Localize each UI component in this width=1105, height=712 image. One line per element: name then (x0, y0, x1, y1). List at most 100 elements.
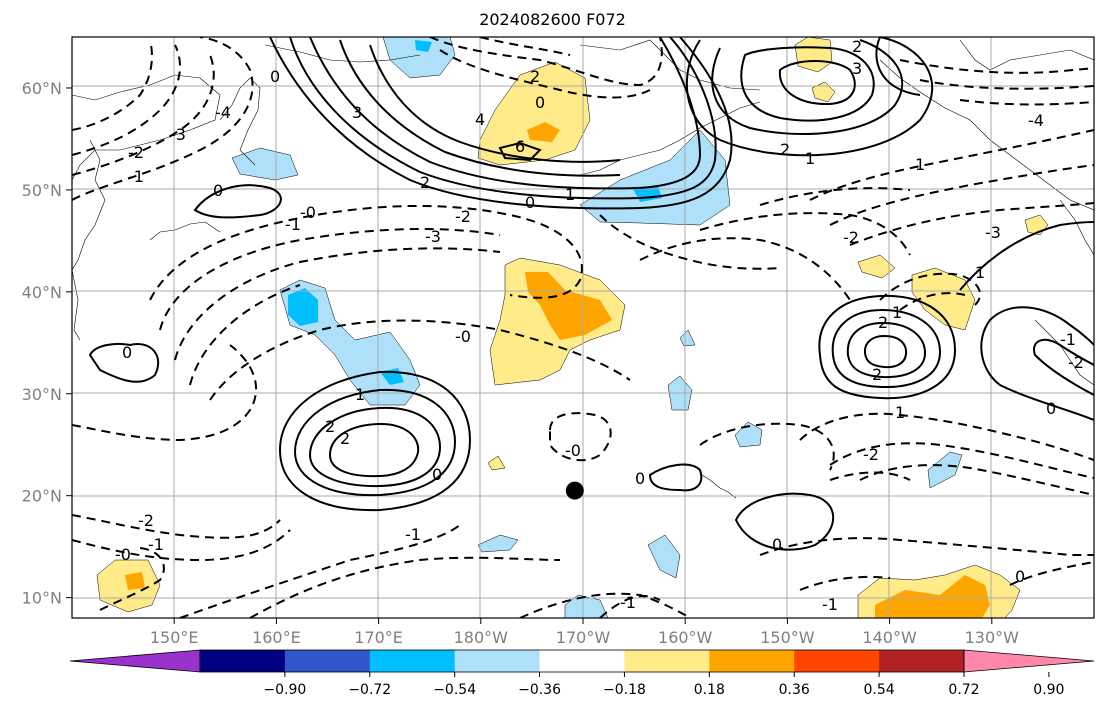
contour-label: -0 (300, 203, 316, 222)
lat-label: 50°N (22, 181, 62, 200)
contour-label: 0 (432, 465, 442, 484)
contour-label: -2 (1068, 353, 1084, 372)
colorbar-tick-label: −0.90 (263, 682, 306, 698)
contour-label: 0 (1015, 567, 1025, 586)
contour-label: 1 (975, 263, 985, 282)
contour-label: 2 (325, 417, 335, 436)
contour-label: -2 (863, 445, 879, 464)
contour-label: 2 (852, 37, 862, 56)
solid-contours (88, 37, 1094, 551)
contour-label: -2 (455, 207, 471, 226)
contour-label: 2 (872, 365, 882, 384)
lat-label: 40°N (22, 283, 62, 302)
colorbar-bin (200, 650, 286, 672)
contour-label: 0 (213, 181, 223, 200)
contour-label: -1 (285, 215, 301, 234)
contour-label: 1 (355, 385, 365, 404)
lon-label: 160°W (658, 628, 713, 647)
map-title: 2024082600 F072 (479, 10, 626, 29)
contour-label: 4 (475, 110, 485, 129)
colorbar-bin (369, 650, 456, 672)
contour-label: 2 (878, 313, 888, 332)
contour-label: 3 (852, 59, 862, 78)
lon-label: 170°E (354, 628, 403, 647)
axis-ticks (66, 87, 993, 624)
contour-label: -1 (822, 595, 838, 614)
colorbar-tick-label: 0.36 (779, 682, 810, 698)
contour-label: 2 (780, 140, 790, 159)
contour-label: 1 (915, 155, 925, 174)
colorbar-tick-label: 0.54 (864, 682, 895, 698)
colorbar-bin (709, 650, 795, 672)
colorbar: −0.90 −0.72 −0.54 −0.36 −0.18 0.18 0.36 0.54 0.7… (69, 649, 1095, 698)
map-plot-area: 0 -4 -3 -2 -1 0 -1 -0 -2 -3 3 2 4 6 0 2 … (72, 37, 1094, 618)
lat-label: 60°N (22, 79, 62, 98)
lat-label: 10°N (22, 589, 62, 608)
contour-label: 0 (772, 535, 782, 554)
contour-label: -1 (148, 535, 164, 554)
colorbar-tick-label: 0.90 (1033, 682, 1064, 698)
lat-label: 20°N (22, 487, 62, 506)
lon-label: 130°W (965, 628, 1020, 647)
lon-label: 160°E (252, 628, 301, 647)
contour-label: 0 (1046, 399, 1056, 418)
contour-labels: 0 -4 -3 -2 -1 0 -1 -0 -2 -3 3 2 4 6 0 2 … (115, 37, 1084, 614)
contour-label: 1 (895, 403, 905, 422)
contour-label: -1 (1060, 330, 1076, 349)
colorbar-bin (794, 650, 880, 672)
contour-label: -1 (620, 593, 636, 612)
contour-label: 2 (340, 429, 350, 448)
contour-label: -1 (128, 167, 144, 186)
contour-label: -3 (170, 125, 186, 144)
contour-label: 0 (635, 469, 645, 488)
contour-label: 0 (122, 343, 132, 362)
colorbar-tick-label: 0.18 (694, 682, 725, 698)
contour-label: -3 (425, 227, 441, 246)
colorbar-bin (879, 650, 965, 672)
contour-label: 0 (535, 93, 545, 112)
shade-blue-gulf (579, 129, 731, 226)
colorbar-frame (199, 649, 965, 673)
shade-blue-west (231, 147, 299, 181)
colorbar-extend-high (963, 649, 1095, 673)
contour-label: 6 (515, 137, 525, 156)
colorbar-bin (539, 650, 625, 672)
shaded-regions (96, 37, 1049, 618)
contour-label: -3 (985, 223, 1001, 242)
colorbar-bin (284, 650, 371, 672)
lon-label: 180°W (454, 628, 509, 647)
contour-label: -4 (215, 103, 231, 122)
lat-labels: 60°N 50°N 40°N 30°N 20°N 10°N (22, 79, 62, 608)
coastlines (72, 39, 1094, 499)
location-marker (565, 481, 584, 500)
contour-label: 0 (525, 193, 535, 212)
contour-label: -4 (1028, 111, 1044, 130)
colorbar-bin (454, 650, 541, 672)
lat-label: 30°N (22, 385, 62, 404)
lon-labels: 150°E 160°E 170°E 180°W 170°W 160°W 150°W 140°W… (150, 628, 1019, 647)
contour-label: -2 (138, 511, 154, 530)
colorbar-tick-label: 0.72 (948, 682, 979, 698)
contour-label: 2 (530, 67, 540, 86)
contour-label: -2 (843, 228, 859, 247)
contour-label: 3 (352, 103, 362, 122)
colorbar-tick-label: −0.54 (433, 682, 476, 698)
colorbar-bin (624, 650, 710, 672)
dashed-contours (72, 37, 1094, 618)
contour-label: 2 (420, 173, 430, 192)
contour-label: 0 (270, 67, 280, 86)
contour-label: -0 (455, 327, 471, 346)
colorbar-extend-low (69, 649, 201, 673)
shade-yellow-north (477, 61, 591, 166)
contour-label: -0 (565, 441, 581, 460)
colorbar-tick-label: −0.18 (603, 682, 646, 698)
contour-label: 1 (805, 149, 815, 168)
colorbar-tick-label: −0.72 (348, 682, 391, 698)
lon-label: 150°E (150, 628, 199, 647)
lon-label: 140°W (862, 628, 917, 647)
contour-label: -1 (405, 525, 421, 544)
lon-label: 170°W (556, 628, 611, 647)
colorbar-tick-label: −0.36 (518, 682, 561, 698)
